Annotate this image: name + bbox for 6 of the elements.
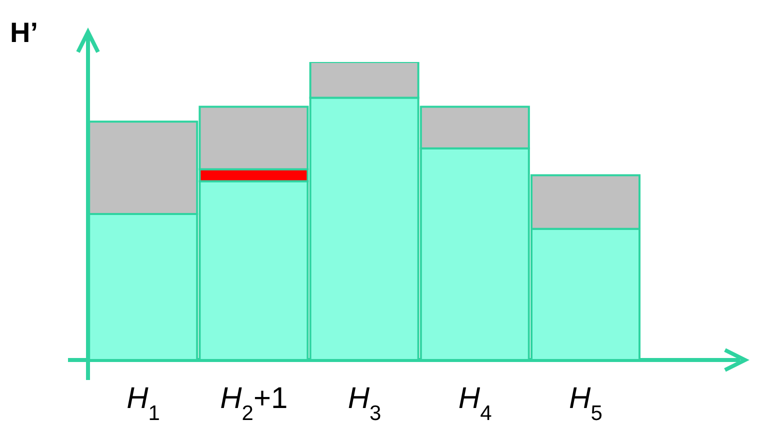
x-tick-label: H$_{4}$	[458, 382, 492, 424]
y-axis-title: H’	[10, 17, 38, 48]
x-tick-label: H$_{3}$	[348, 382, 382, 424]
x-tick-label: H$_{1}$	[126, 382, 160, 424]
x-tick-label: H$_{5}$	[569, 382, 602, 424]
x-tick-label: H$_{2}$+1	[220, 382, 288, 424]
